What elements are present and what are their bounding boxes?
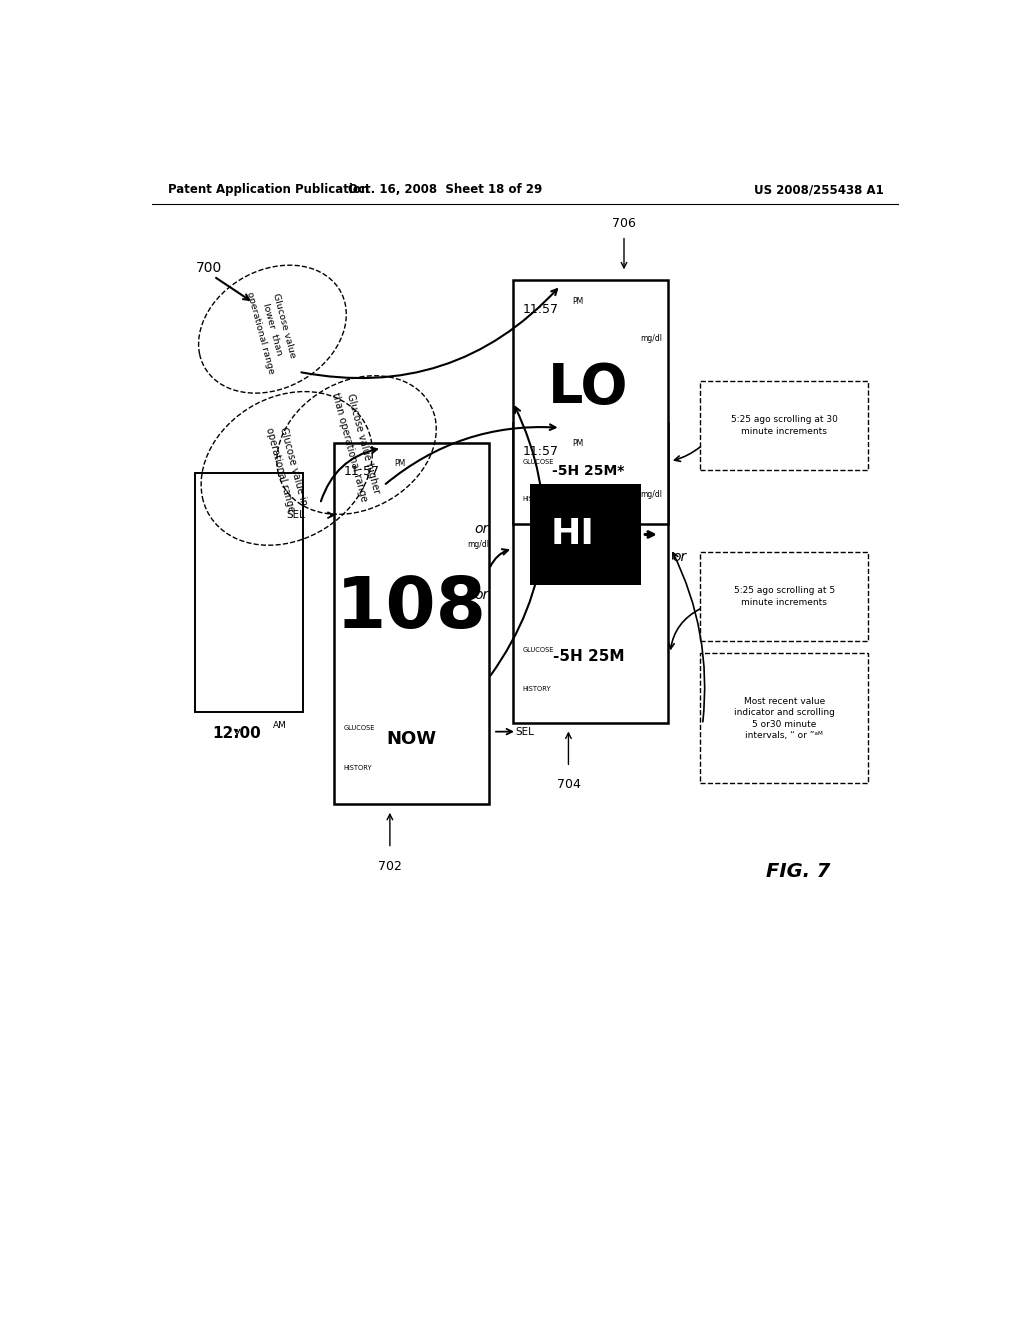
Text: 706: 706 <box>612 216 636 230</box>
Text: 5:25 ago scrolling at 30
minute increments: 5:25 ago scrolling at 30 minute incremen… <box>731 416 838 436</box>
FancyBboxPatch shape <box>513 422 668 722</box>
Text: NOW: NOW <box>386 730 436 748</box>
Text: 11:57: 11:57 <box>522 302 558 315</box>
FancyBboxPatch shape <box>700 381 867 470</box>
FancyBboxPatch shape <box>530 483 641 585</box>
Text: Glucose value
lower  than
operational range: Glucose value lower than operational ran… <box>245 284 300 375</box>
Text: Most recent value
indicator and scrolling
5 or30 minute
intervals, “ or ”ᵃᴹ: Most recent value indicator and scrollin… <box>734 697 835 741</box>
FancyBboxPatch shape <box>700 552 867 642</box>
Text: 702: 702 <box>378 859 401 873</box>
Text: AM: AM <box>272 722 287 730</box>
Text: 704: 704 <box>556 779 581 792</box>
FancyBboxPatch shape <box>513 280 668 524</box>
Text: mg/dl: mg/dl <box>640 334 662 343</box>
Text: PM: PM <box>394 459 406 469</box>
Text: GLUCOSE: GLUCOSE <box>522 647 554 653</box>
Text: HI: HI <box>551 517 594 552</box>
FancyBboxPatch shape <box>196 474 303 713</box>
Text: US 2008/255438 A1: US 2008/255438 A1 <box>754 183 884 197</box>
Text: -5H 25M: -5H 25M <box>553 648 624 664</box>
Text: or: or <box>673 550 687 564</box>
Text: PM: PM <box>572 297 584 306</box>
Text: mg/dl: mg/dl <box>640 490 662 499</box>
Text: 11:57: 11:57 <box>522 445 558 458</box>
FancyBboxPatch shape <box>334 444 489 804</box>
Text: Patent Application Publication: Patent Application Publication <box>168 183 369 197</box>
Text: Glucose value in
operational range: Glucose value in operational range <box>264 424 309 513</box>
Text: Glucose value higher
than operational range: Glucose value higher than operational ra… <box>331 388 383 503</box>
Text: SEL: SEL <box>287 510 306 520</box>
Text: or: or <box>474 523 488 536</box>
Text: GLUCOSE: GLUCOSE <box>344 725 375 731</box>
Text: 5:25 ago scrolling at 5
minute increments: 5:25 ago scrolling at 5 minute increment… <box>734 586 835 607</box>
FancyBboxPatch shape <box>700 653 867 784</box>
Text: 700: 700 <box>196 261 222 275</box>
Text: FIG. 7: FIG. 7 <box>766 862 830 882</box>
Text: 12:00: 12:00 <box>213 726 261 741</box>
Text: mg/dl: mg/dl <box>468 540 489 549</box>
Text: or: or <box>474 589 488 602</box>
Text: 11:57: 11:57 <box>344 466 380 478</box>
Text: PM: PM <box>572 440 584 447</box>
Text: HISTORY: HISTORY <box>522 496 551 502</box>
Text: GLUCOSE: GLUCOSE <box>522 459 554 466</box>
Text: HISTORY: HISTORY <box>344 766 373 771</box>
Text: 108: 108 <box>336 574 486 643</box>
Text: LO: LO <box>548 360 629 414</box>
Text: -5H 25M*: -5H 25M* <box>552 463 625 478</box>
Text: HISTORY: HISTORY <box>522 686 551 692</box>
Text: SEL: SEL <box>515 726 535 737</box>
Text: Oct. 16, 2008  Sheet 18 of 29: Oct. 16, 2008 Sheet 18 of 29 <box>348 183 543 197</box>
